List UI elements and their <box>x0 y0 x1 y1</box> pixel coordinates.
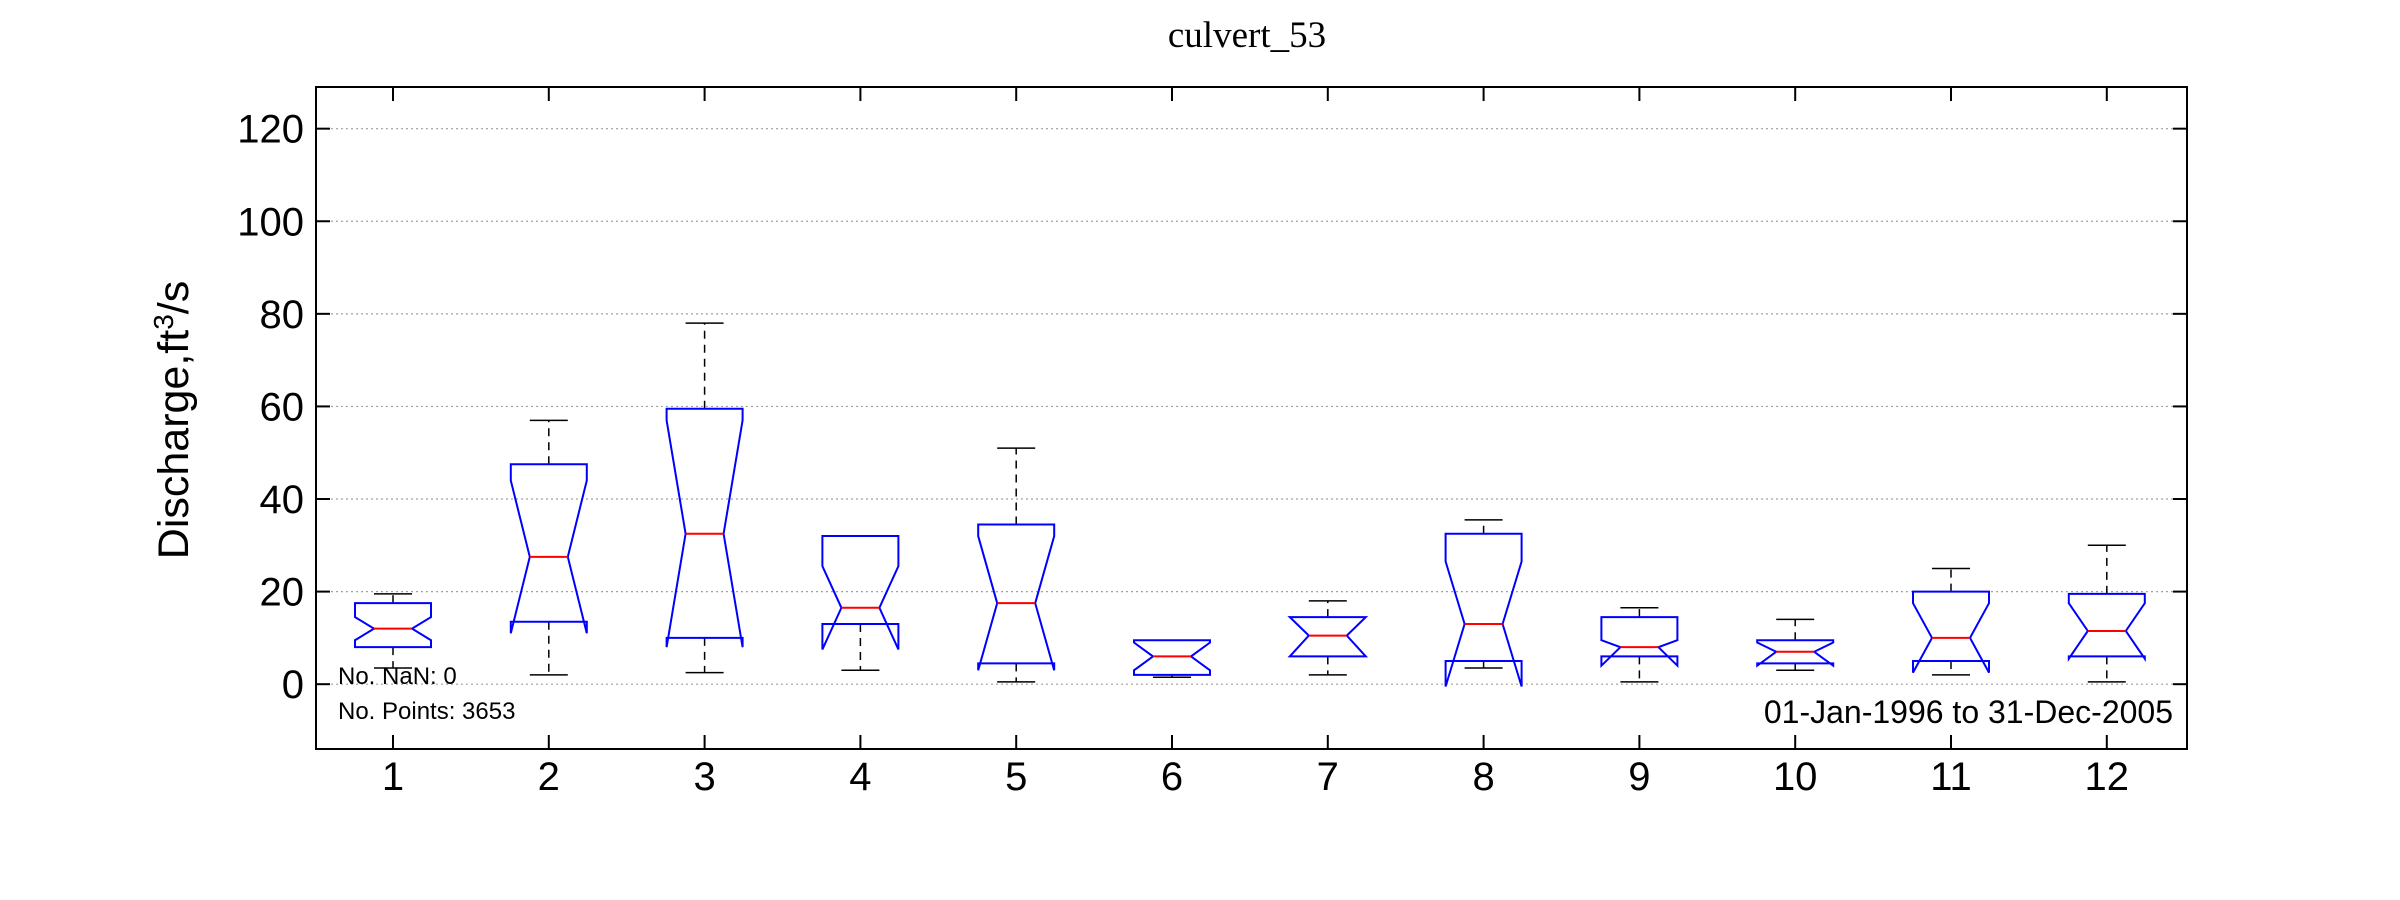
y-axis-label-text: Discharge,ft <box>150 330 198 559</box>
point-count-annotation: No. Points: 3653 <box>338 698 515 725</box>
x-tick-label: 11 <box>1930 755 1972 799</box>
y-tick-label: 0 <box>282 663 304 707</box>
y-tick-label: 60 <box>260 385 305 429</box>
y-tick-label: 100 <box>237 200 304 244</box>
y-tick-label: 20 <box>260 571 305 615</box>
chart-title: culvert_53 <box>1168 15 1326 56</box>
x-tick-label: 1 <box>382 755 404 799</box>
x-tick-label: 10 <box>1773 755 1818 799</box>
x-tick-label: 7 <box>1317 755 1339 799</box>
date-range-annotation: 01-Jan-1996 to 31-Dec-2005 <box>1764 694 2173 730</box>
y-tick-label: 120 <box>237 108 304 152</box>
nan-count-annotation: No. NaN: 0 <box>338 663 457 690</box>
x-tick-label: 6 <box>1161 755 1183 799</box>
y-axis-label-suffix: /s <box>150 281 198 314</box>
x-tick-label: 3 <box>693 755 715 799</box>
x-tick-label: 8 <box>1472 755 1494 799</box>
x-tick-label: 2 <box>538 755 560 799</box>
x-tick-label: 5 <box>1005 755 1027 799</box>
x-tick-label: 9 <box>1628 755 1650 799</box>
x-tick-label: 4 <box>849 755 871 799</box>
x-tick-label: 12 <box>2085 755 2130 799</box>
y-tick-label: 80 <box>260 293 305 337</box>
y-tick-label: 40 <box>260 478 305 522</box>
y-axis-label-superscript: 3 <box>148 314 179 330</box>
